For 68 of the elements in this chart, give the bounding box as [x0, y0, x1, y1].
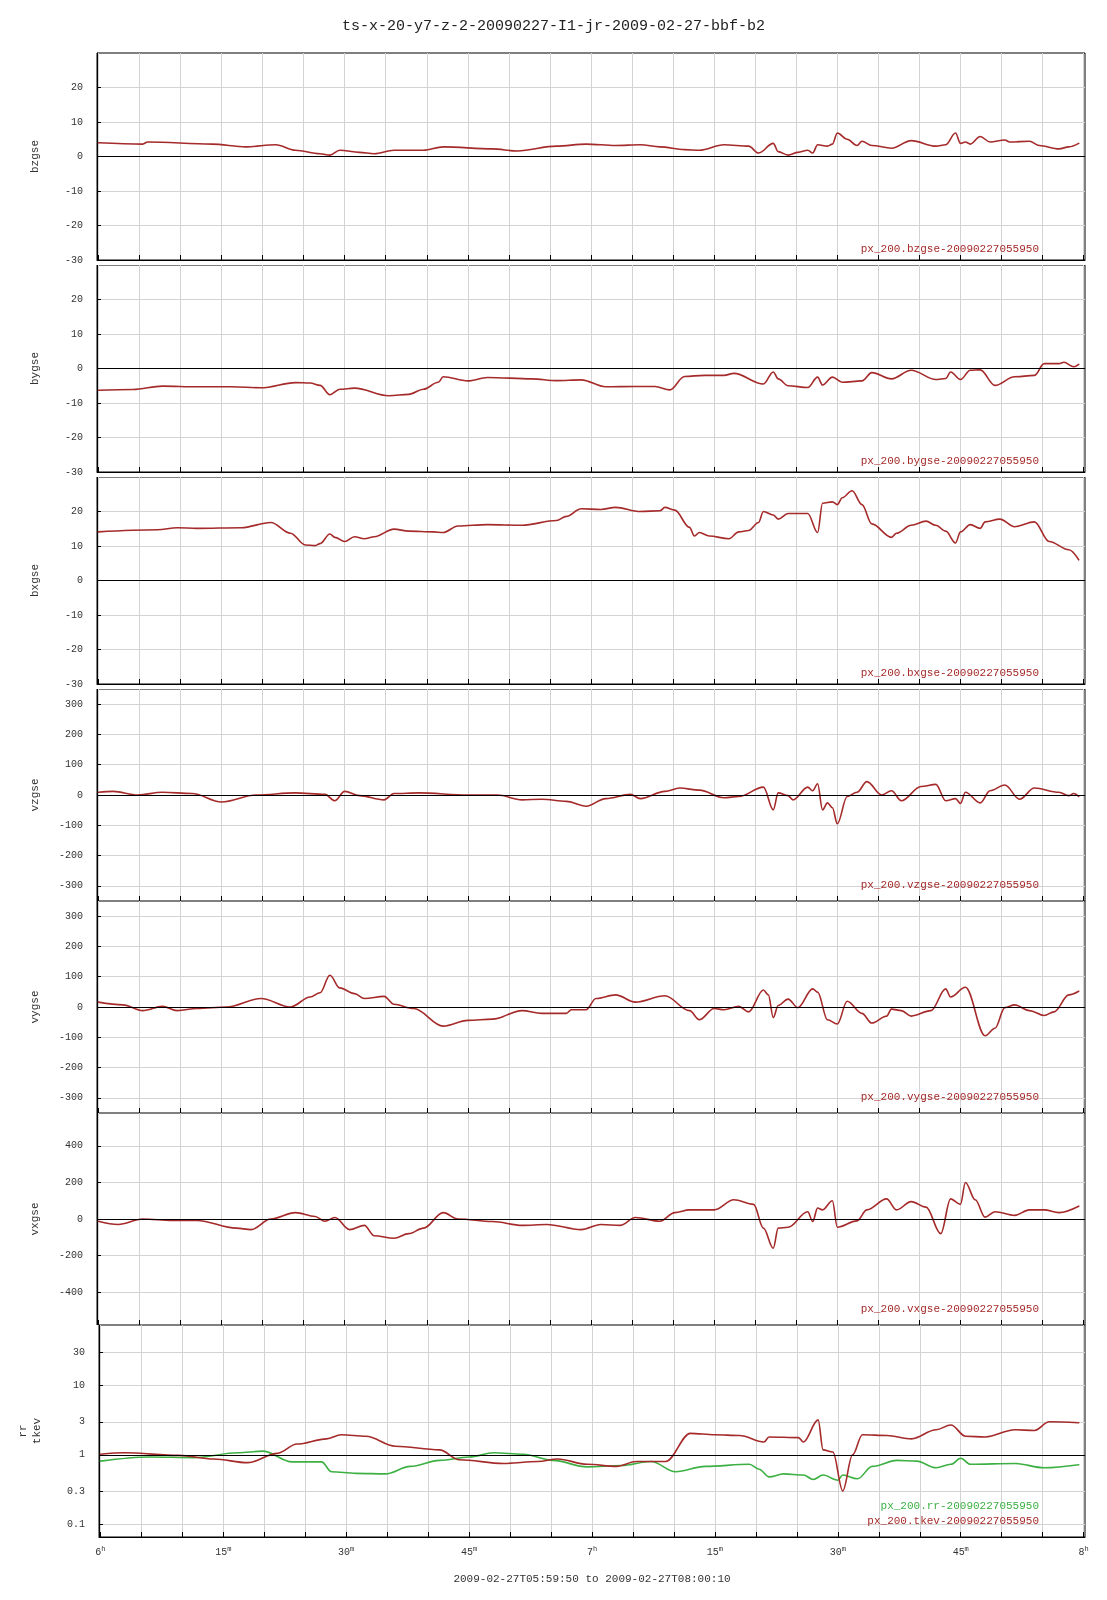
- y-tick-label: -400: [58, 1286, 83, 1298]
- y-tick-label: -10: [64, 185, 83, 197]
- y-tick-label: 100: [64, 971, 83, 983]
- y-tick-label: 20: [70, 506, 83, 517]
- text: px_200.vxgse-20090227055950: [860, 1302, 1039, 1315]
- y-tick-label: 400: [64, 1140, 83, 1152]
- line-series: [97, 1181, 1080, 1250]
- line-series: [97, 490, 1080, 561]
- y-tick-label: -30: [64, 254, 83, 266]
- text: px_200.vygse-20090227055950: [860, 1090, 1039, 1103]
- y-tick-label: 3: [78, 1416, 85, 1428]
- y-tick-label: 0.1: [66, 1518, 85, 1530]
- text: px_200.bzgse-20090227055950: [860, 242, 1039, 255]
- y-tick-label: -10: [64, 609, 83, 621]
- y-tick-label: 0: [76, 789, 83, 801]
- y-axis-title: vzgse: [29, 778, 41, 812]
- y-tick-label: 200: [64, 728, 83, 740]
- y-tick-label: -20: [64, 220, 83, 231]
- y-tick-label: -200: [58, 850, 83, 862]
- y-tick-label: 0: [76, 575, 83, 586]
- line-series: [97, 361, 1080, 397]
- y-axis-title: bygse: [29, 351, 41, 386]
- line-series: [99, 1419, 1080, 1492]
- y-tick-label: -20: [64, 432, 83, 443]
- y-tick-label: 10: [70, 116, 83, 128]
- y-tick-label: 30: [72, 1347, 85, 1359]
- line-series: [97, 132, 1080, 156]
- line-series: [97, 974, 1080, 1037]
- y-tick-label: 20: [70, 294, 83, 305]
- line-series: [97, 780, 1080, 825]
- y-axis-title: bxgse: [29, 563, 41, 598]
- y-axis-title: vxgse: [29, 1202, 41, 1236]
- y-tick-label: -200: [58, 1250, 83, 1262]
- y-tick-label: -30: [64, 678, 83, 690]
- y-tick-label: 300: [64, 698, 83, 710]
- text: px_200.bygse-20090227055950: [860, 454, 1039, 467]
- y-tick-label: -100: [58, 819, 83, 831]
- y-tick-label: 20: [70, 82, 83, 93]
- y-tick-label: 0.3: [66, 1485, 85, 1497]
- y-axis-title: bzgse: [29, 139, 41, 174]
- y-tick-label: 10: [72, 1380, 85, 1392]
- line-series: [99, 1450, 1080, 1481]
- y-tick-label: 0: [76, 151, 83, 162]
- y-tick-label: 10: [70, 328, 83, 340]
- y-tick-label: -10: [64, 397, 83, 409]
- y-tick-label: -300: [58, 880, 83, 892]
- y-tick-label: 300: [64, 910, 83, 922]
- y-tick-label: -30: [64, 466, 83, 478]
- y-axis-title: rr tkev: [17, 1417, 43, 1445]
- y-tick-label: -300: [58, 1092, 83, 1104]
- y-tick-label: 0: [76, 1213, 83, 1225]
- chart-title: ts-x-20-y7-z-2-20090227-I1-jr-2009-02-27-bbf-b2: [341, 18, 766, 35]
- y-tick-label: 10: [70, 540, 83, 552]
- text: px_200.tkev-20090227055950: [867, 1514, 1039, 1527]
- y-tick-label: -100: [58, 1031, 83, 1043]
- text: px_200.rr-20090227055950: [880, 1500, 1039, 1512]
- text: px_200.vzgse-20090227055950: [860, 878, 1039, 891]
- text: px_200.bxgse-20090227055950: [860, 666, 1039, 679]
- y-tick-label: 200: [64, 1176, 83, 1188]
- y-tick-label: 100: [64, 759, 83, 771]
- y-tick-label: -200: [58, 1062, 83, 1074]
- y-tick-label: 200: [64, 940, 83, 952]
- x-axis-title: 2009-02-27T05:59:50 to 2009-02-27T08:00:10: [453, 1572, 731, 1585]
- y-tick-label: -20: [64, 644, 83, 655]
- y-tick-label: 1: [78, 1449, 85, 1461]
- y-tick-label: 0: [76, 1001, 83, 1013]
- y-tick-label: 0: [76, 363, 83, 374]
- y-axis-title: vygse: [29, 990, 41, 1024]
